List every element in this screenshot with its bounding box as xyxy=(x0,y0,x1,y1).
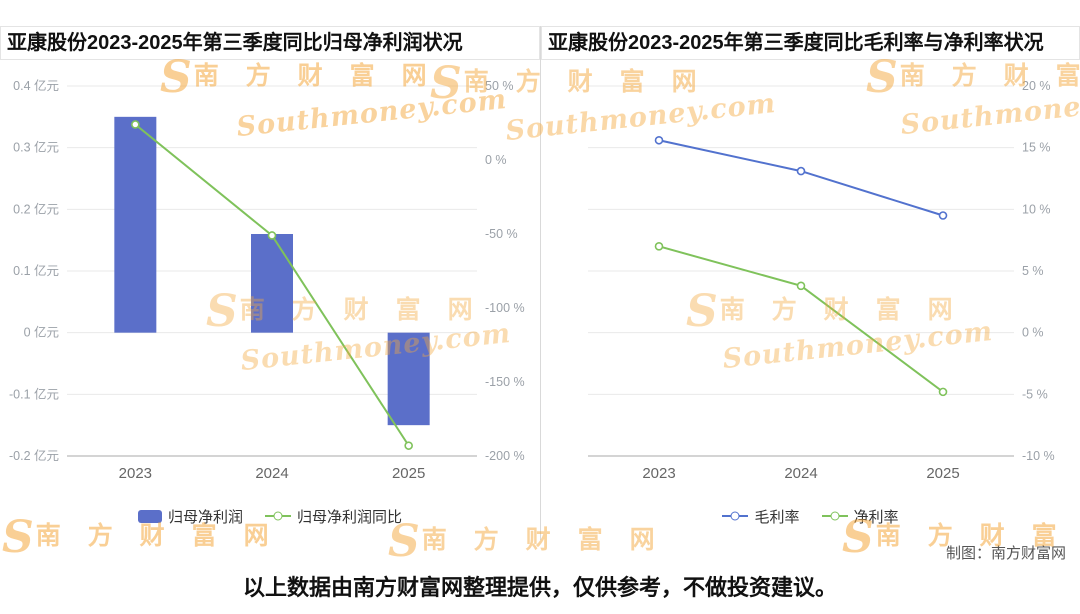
data-point-2024 xyxy=(796,166,806,176)
data-point-2025 xyxy=(938,387,948,397)
series-line xyxy=(658,139,944,217)
axis-tick-label: 0.3 亿元 xyxy=(13,140,59,155)
x-axis-category-label: 2023 xyxy=(642,465,675,482)
axis-tick-label: 50 % xyxy=(485,79,514,93)
legend-label: 归母净利润 xyxy=(167,508,243,526)
margin-chart-title: 亚康股份2023-2025年第三季度同比毛利率与净利率状况 xyxy=(541,26,1080,60)
data-point-2023 xyxy=(654,135,664,145)
axis-tick-label: 0.1 亿元 xyxy=(13,263,59,278)
legend-label: 净利率 xyxy=(853,508,899,526)
axis-tick-label: 10 % xyxy=(1022,202,1051,216)
line-legend-marker xyxy=(722,515,749,517)
axis-tick-label: -5 % xyxy=(1022,387,1048,401)
axis-tick-label: -50 % xyxy=(485,227,518,241)
axis-tick-label: 5 % xyxy=(1022,264,1044,278)
axis-tick-label: 0 亿元 xyxy=(24,325,59,340)
bar-2023 xyxy=(114,116,157,333)
x-axis-category-label: 2023 xyxy=(119,465,152,482)
margin-line-chart: 20 % 15 % 10 % 5 % 0 % -5 % -10 % 2023 2024 2025 xyxy=(588,79,1055,482)
axis-tick-label: 0.2 亿元 xyxy=(13,201,59,216)
bar-2024 xyxy=(251,234,293,333)
data-point-2025 xyxy=(404,441,413,450)
axis-tick-label: -200 % xyxy=(485,449,525,463)
axis-tick-label: 15 % xyxy=(1022,141,1051,155)
charts-row: 亚康股份2023-2025年第三季度同比归母净利润状况 0.4 亿元 0.3 亿元… xyxy=(0,0,1080,540)
axis-tick-label: -100 % xyxy=(485,301,525,315)
legend-item: 净利率 xyxy=(821,506,899,527)
net-profit-legend: 归母净利润 归母净利润同比 xyxy=(0,502,540,530)
line-legend-marker xyxy=(265,515,291,517)
legend-label: 毛利率 xyxy=(754,508,800,526)
net-profit-panel: 亚康股份2023-2025年第三季度同比归母净利润状况 0.4 亿元 0.3 亿元… xyxy=(0,26,540,540)
axis-tick-label: 20 % xyxy=(1022,79,1051,93)
x-axis-category-label: 2025 xyxy=(392,465,425,482)
data-point-2025 xyxy=(938,211,948,220)
disclaimer-text: 以上数据由南方财富网整理提供，仅供参考，不做投资建议。 xyxy=(242,575,837,600)
line-legend-marker xyxy=(821,515,848,517)
margin-panel: 亚康股份2023-2025年第三季度同比毛利率与净利率状况 20 % 15 % 10… xyxy=(540,26,1080,540)
axis-tick-label: 0.4 亿元 xyxy=(13,78,59,93)
margin-legend: 毛利率 净利率 xyxy=(541,502,1080,530)
axis-tick-label: 0 % xyxy=(1022,326,1044,340)
x-axis-category-label: 2024 xyxy=(255,465,288,482)
data-point-2023 xyxy=(654,242,664,251)
series-line xyxy=(658,245,944,393)
legend-label: 归母净利润同比 xyxy=(297,508,403,526)
legend-item: 归母净利润 xyxy=(137,506,243,527)
axis-tick-label: 0 % xyxy=(485,153,507,167)
axis-tick-label: -150 % xyxy=(485,375,525,389)
axis-tick-label: -0.2 亿元 xyxy=(9,448,59,463)
bar-2025 xyxy=(387,332,430,426)
x-axis-category-label: 2025 xyxy=(926,465,959,482)
x-axis-category-label: 2024 xyxy=(784,465,817,482)
data-point-2024 xyxy=(267,231,277,240)
legend-item: 归母净利润同比 xyxy=(265,506,402,527)
net-profit-bar-line-chart: 0.4 亿元 0.3 亿元 0.2 亿元 0.1 亿元 0 亿元 -0.1 亿元 -0.2 … xyxy=(9,78,525,482)
legend-item: 毛利率 xyxy=(722,506,800,527)
chart-credit: 制图：南方财富网 xyxy=(945,545,1066,562)
data-point-2024 xyxy=(796,281,806,291)
bar-legend-marker xyxy=(137,509,162,523)
data-point-2023 xyxy=(131,120,140,129)
axis-tick-label: -10 % xyxy=(1022,449,1055,463)
axis-tick-label: -0.1 亿元 xyxy=(9,386,59,401)
net-profit-chart-title: 亚康股份2023-2025年第三季度同比归母净利润状况 xyxy=(0,26,540,60)
